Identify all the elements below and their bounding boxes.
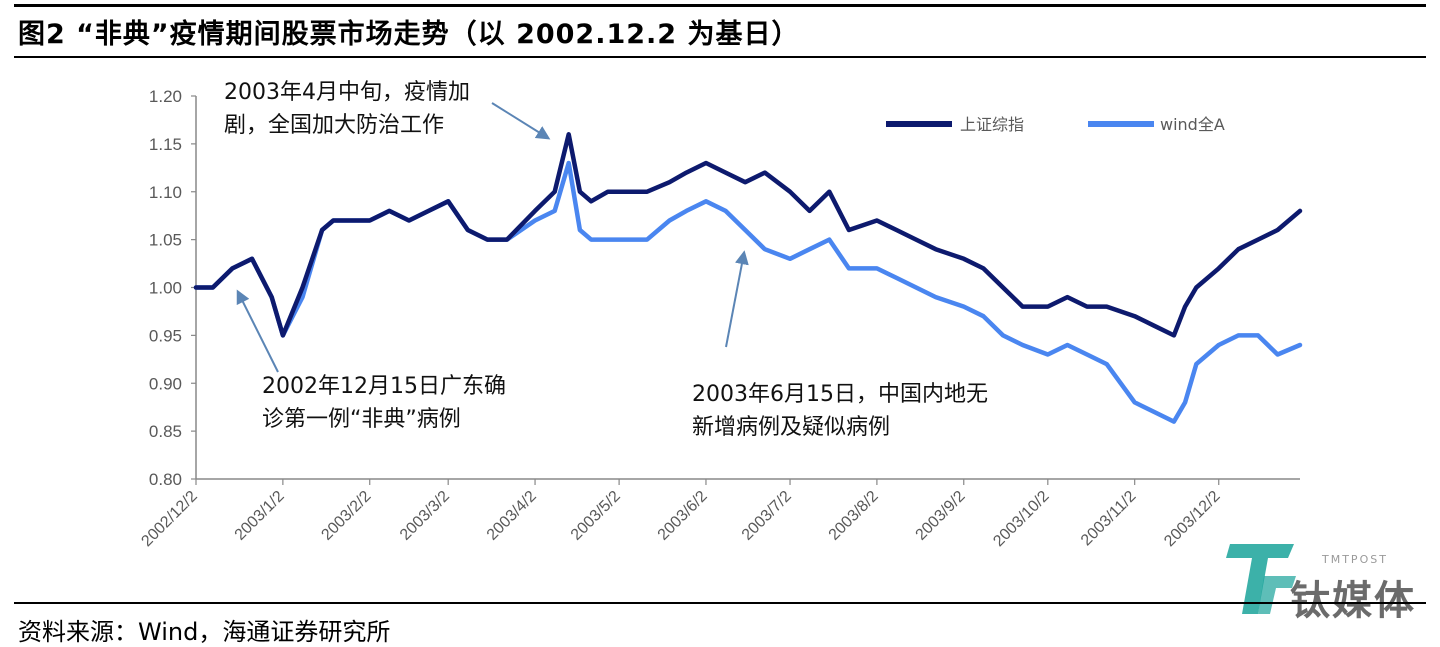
annotation-june-line2: 新增病例及疑似病例 [692, 415, 891, 440]
top-rule [14, 4, 1426, 7]
x-tick-label: 2003/1/2 [232, 488, 288, 544]
y-tick-label: 1.00 [149, 279, 182, 298]
y-tick-label: 1.15 [149, 135, 182, 154]
x-tick-label: 2003/8/2 [826, 488, 882, 544]
x-tick-label: 2003/11/2 [1078, 488, 1140, 550]
x-tick-label: 2003/4/2 [484, 488, 540, 544]
line-chart: 0.80 0.85 0.90 0.95 1.00 1.05 1.10 1.15 1.20 200… [138, 87, 1303, 550]
arrow-a3 [725, 250, 749, 348]
legend-item-wind-all-a-label: wind全A [1160, 115, 1225, 134]
y-tick-label: 0.80 [149, 470, 182, 489]
y-tick-label: 1.10 [149, 183, 182, 202]
x-tick-label: 2003/6/2 [655, 488, 711, 544]
y-tick-label: 0.95 [149, 326, 182, 345]
x-tick-label: 2003/5/2 [568, 488, 624, 544]
y-tick-label: 0.90 [149, 374, 182, 393]
annotation-april-line1: 2003年4月中旬，疫情加 [224, 80, 470, 105]
watermark-sub: TMTPOST [1322, 553, 1388, 566]
annotation-june-line1: 2003年6月15日，中国内地无 [692, 382, 988, 407]
x-tick-label: 2002/12/2 [138, 488, 200, 550]
x-tick-label: 2003/9/2 [913, 488, 969, 544]
watermark-text: 钛媒体 [1290, 578, 1416, 624]
annotation-june: 2003年6月15日，中国内地无 新增病例及疑似病例 [692, 378, 988, 444]
y-tick-label: 1.05 [149, 231, 182, 250]
y-tick-label: 1.20 [149, 87, 182, 106]
arrow-a2 [236, 289, 279, 373]
annotation-december-line2: 诊第一例“非典”病例 [262, 407, 461, 432]
bottom-rule [14, 602, 1426, 604]
watermark-logo-icon [1226, 544, 1296, 614]
x-tick-label: 2003/12/2 [1161, 488, 1223, 550]
figure-title: 图2 “非典”疫情期间股票市场走势（以 2002.12.2 为基日） [18, 19, 800, 50]
annotation-december: 2002年12月15日广东确 诊第一例“非典”病例 [262, 370, 506, 436]
arrow-a1 [491, 102, 551, 140]
x-tick-label: 2003/10/2 [990, 488, 1052, 550]
annotation-april: 2003年4月中旬，疫情加 剧，全国加大防治工作 [224, 76, 470, 142]
series-line-shanghai-composite [193, 132, 1303, 338]
x-tick-label: 2003/2/2 [318, 488, 374, 544]
x-tick-label: 2003/7/2 [739, 488, 795, 544]
y-tick-label: 0.85 [149, 422, 182, 441]
source-note: 资料来源：Wind，海通证券研究所 [18, 618, 391, 646]
annotation-april-line2: 剧，全国加大防治工作 [224, 113, 445, 138]
x-tick-label: 2003/3/2 [397, 488, 453, 544]
annotation-december-line1: 2002年12月15日广东确 [262, 374, 506, 399]
title-rule [14, 56, 1426, 58]
legend-item-shanghai-composite-label: 上证综指 [960, 115, 1024, 134]
